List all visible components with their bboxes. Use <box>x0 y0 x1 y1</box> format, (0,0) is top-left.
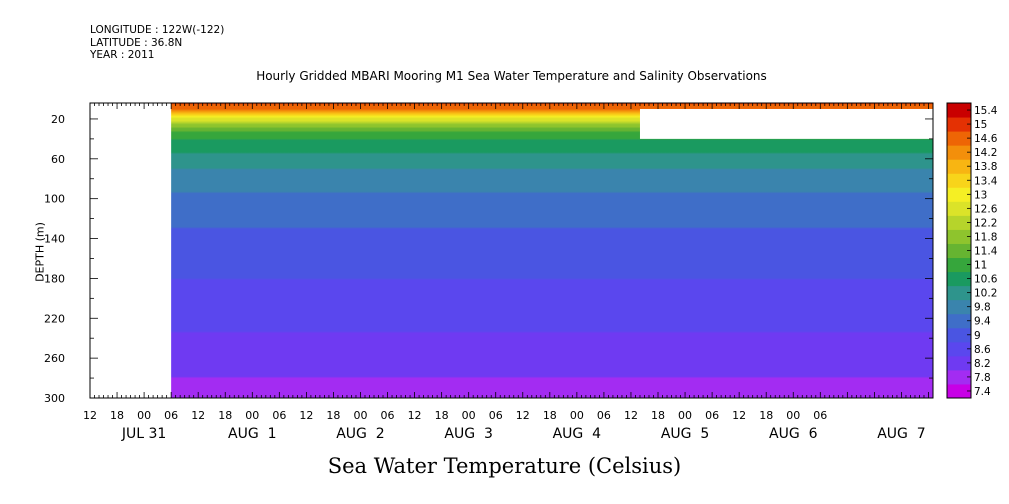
colorbar-label: 12.2 <box>974 217 997 229</box>
colorbar-label: 10.2 <box>974 288 997 300</box>
x-tick-label: 18 <box>110 409 124 422</box>
x-tick-label: 00 <box>245 409 259 422</box>
x-tick-label: 12 <box>516 409 530 422</box>
colorbar-swatch <box>947 103 971 118</box>
latitude-label: LATITUDE : 36.8N <box>90 36 183 49</box>
colorbar-label: 14.6 <box>974 133 998 145</box>
colorbar-label: 9.8 <box>974 302 991 314</box>
x-tick-label: 18 <box>326 409 340 422</box>
colorbar-swatch <box>947 201 971 216</box>
colorbar-swatch <box>947 229 971 244</box>
variable-title: Sea Water Temperature (Celsius) <box>327 454 682 478</box>
x-tick-label: 18 <box>218 409 232 422</box>
x-tick-label: 12 <box>191 409 205 422</box>
colorbar-swatch <box>947 159 971 174</box>
colorbar-swatch <box>947 243 971 259</box>
colorbar-label: 13 <box>974 189 987 201</box>
colorbar-label: 8.2 <box>974 358 991 370</box>
y-tick-label: 20 <box>51 113 65 126</box>
date-label: AUG 3 <box>444 426 492 442</box>
x-tick-label: 06 <box>164 409 178 422</box>
colorbar-swatch <box>947 173 971 188</box>
colorbar-label: 12.6 <box>974 203 998 215</box>
colorbar-label: 9 <box>974 330 981 342</box>
date-label: AUG 2 <box>336 426 384 442</box>
y-tick-label: 100 <box>44 193 65 206</box>
x-tick-label: 00 <box>678 409 692 422</box>
plot-frame <box>89 102 934 399</box>
x-tick-label: 00 <box>786 409 800 422</box>
colorbar-swatch <box>947 383 971 399</box>
x-tick-label: 00 <box>570 409 584 422</box>
colorbar-swatch <box>947 117 971 132</box>
x-tick-label: 18 <box>543 409 557 422</box>
colorbar-swatch <box>947 271 971 287</box>
x-tick-label: 12 <box>408 409 422 422</box>
colorbar-label: 11.8 <box>974 231 997 243</box>
x-tick-label: 12 <box>624 409 638 422</box>
temperature-field <box>171 103 933 398</box>
colorbar-swatch <box>947 145 971 160</box>
colorbar-swatch <box>947 131 971 146</box>
y-tick-label: 60 <box>51 153 65 166</box>
colorbar-label: 15.4 <box>974 105 998 117</box>
colorbar-swatch <box>947 327 971 343</box>
x-tick-label: 06 <box>272 409 286 422</box>
x-tick-label: 00 <box>353 409 367 422</box>
colorbar-swatch <box>947 215 971 230</box>
colorbar-label: 7.8 <box>974 372 991 384</box>
x-tick-label: 12 <box>299 409 313 422</box>
x-tick-label: 06 <box>813 409 827 422</box>
location-metadata: LONGITUDE : 122W(-122) LATITUDE : 36.8N … <box>90 24 224 62</box>
longitude-label: LONGITUDE : 122W(-122) <box>90 24 225 36</box>
date-label: AUG 1 <box>228 426 276 442</box>
colorbar-label: 9.4 <box>974 316 991 328</box>
colorbar-label: 13.8 <box>974 161 997 173</box>
x-tick-label: 06 <box>381 409 395 422</box>
date-label: AUG 6 <box>769 426 818 442</box>
colorbar-swatch <box>947 355 971 371</box>
colorbar-label: 11 <box>974 260 987 272</box>
y-tick-label: 180 <box>44 272 65 285</box>
x-tick-label: 18 <box>435 409 449 422</box>
colorbar-label: 8.6 <box>974 344 991 356</box>
x-tick-label: 18 <box>759 409 773 422</box>
date-label: AUG 7 <box>877 426 925 442</box>
colorbar-label: 14.2 <box>974 147 997 159</box>
x-tick-label: 18 <box>651 409 665 422</box>
date-label: AUG 5 <box>661 426 709 442</box>
colorbar-swatch <box>947 299 971 315</box>
year-label: YEAR : 2011 <box>90 49 155 61</box>
colorbar-label: 7.4 <box>974 386 991 398</box>
colorbar-label: 15 <box>974 119 987 131</box>
y-tick-label: 220 <box>44 312 65 325</box>
colorbar-swatch <box>947 313 971 329</box>
missing-data-block <box>639 108 933 139</box>
x-tick-label: 00 <box>462 409 476 422</box>
colorbar-swatch <box>947 341 971 357</box>
y-tick-label: 140 <box>44 233 65 246</box>
y-tick-label: 260 <box>44 352 65 365</box>
colorbar-label: 10.6 <box>974 274 998 286</box>
colorbar-swatch <box>947 285 971 301</box>
date-label: JUL 31 <box>121 426 166 442</box>
colorbar-swatch <box>947 369 971 385</box>
colorbar-swatch <box>947 257 971 273</box>
x-tick-label: 00 <box>137 409 151 422</box>
y-tick-label: 300 <box>44 392 65 405</box>
chart-title: Hourly Gridded MBARI Mooring M1 Sea Wate… <box>256 69 767 83</box>
x-tick-label: 12 <box>83 409 97 422</box>
x-tick-label: 06 <box>489 409 503 422</box>
date-label: AUG 4 <box>553 426 602 442</box>
colorbar-label: 11.4 <box>974 246 998 258</box>
x-tick-label: 06 <box>705 409 719 422</box>
x-tick-label: 06 <box>597 409 611 422</box>
colorbar-label: 13.4 <box>974 175 998 187</box>
colorbar-swatch <box>947 187 971 202</box>
x-tick-label: 12 <box>732 409 746 422</box>
